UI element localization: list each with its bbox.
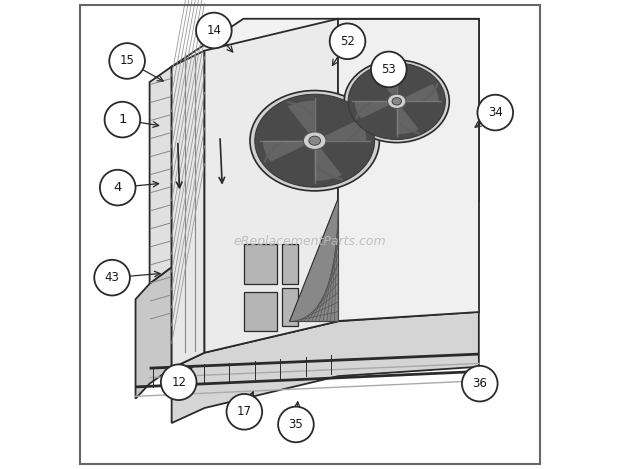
Polygon shape: [375, 68, 397, 101]
Text: 15: 15: [120, 54, 135, 68]
Circle shape: [100, 170, 136, 205]
Text: 17: 17: [237, 405, 252, 418]
Polygon shape: [172, 19, 479, 267]
Polygon shape: [397, 101, 419, 134]
Polygon shape: [205, 19, 338, 353]
Ellipse shape: [309, 136, 321, 145]
Circle shape: [462, 366, 498, 401]
Polygon shape: [172, 312, 479, 423]
Polygon shape: [338, 19, 479, 321]
Polygon shape: [136, 267, 172, 399]
Polygon shape: [355, 101, 397, 119]
FancyBboxPatch shape: [244, 244, 277, 284]
Ellipse shape: [250, 91, 379, 191]
Text: 1: 1: [118, 113, 126, 126]
Polygon shape: [289, 197, 338, 321]
Circle shape: [226, 394, 262, 430]
Polygon shape: [288, 100, 315, 141]
Text: 43: 43: [105, 271, 120, 284]
Circle shape: [196, 13, 232, 48]
Text: eReplacementParts.com: eReplacementParts.com: [234, 235, 386, 248]
Circle shape: [477, 95, 513, 130]
Polygon shape: [397, 84, 439, 101]
Text: 36: 36: [472, 377, 487, 390]
FancyBboxPatch shape: [282, 288, 298, 326]
Text: 35: 35: [288, 418, 303, 431]
FancyBboxPatch shape: [282, 244, 298, 284]
Ellipse shape: [303, 132, 326, 150]
FancyBboxPatch shape: [244, 292, 277, 331]
Ellipse shape: [348, 63, 445, 139]
Text: 4: 4: [113, 181, 122, 194]
Circle shape: [109, 43, 145, 79]
Polygon shape: [172, 51, 205, 368]
Circle shape: [371, 52, 407, 87]
Polygon shape: [315, 141, 342, 181]
Ellipse shape: [255, 94, 374, 187]
Text: 14: 14: [206, 24, 221, 37]
Ellipse shape: [392, 98, 402, 105]
Ellipse shape: [388, 94, 406, 108]
Polygon shape: [315, 120, 366, 141]
Polygon shape: [263, 141, 315, 162]
Text: 12: 12: [171, 376, 186, 389]
Polygon shape: [149, 67, 172, 284]
Text: 53: 53: [381, 63, 396, 76]
Text: 52: 52: [340, 35, 355, 48]
Circle shape: [94, 260, 130, 295]
Text: 34: 34: [488, 106, 503, 119]
Circle shape: [161, 364, 197, 400]
Circle shape: [330, 23, 365, 59]
Circle shape: [278, 407, 314, 442]
Circle shape: [105, 102, 140, 137]
Ellipse shape: [344, 60, 450, 143]
